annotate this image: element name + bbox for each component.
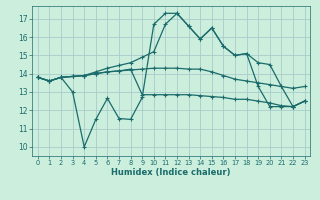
X-axis label: Humidex (Indice chaleur): Humidex (Indice chaleur) — [111, 168, 231, 177]
